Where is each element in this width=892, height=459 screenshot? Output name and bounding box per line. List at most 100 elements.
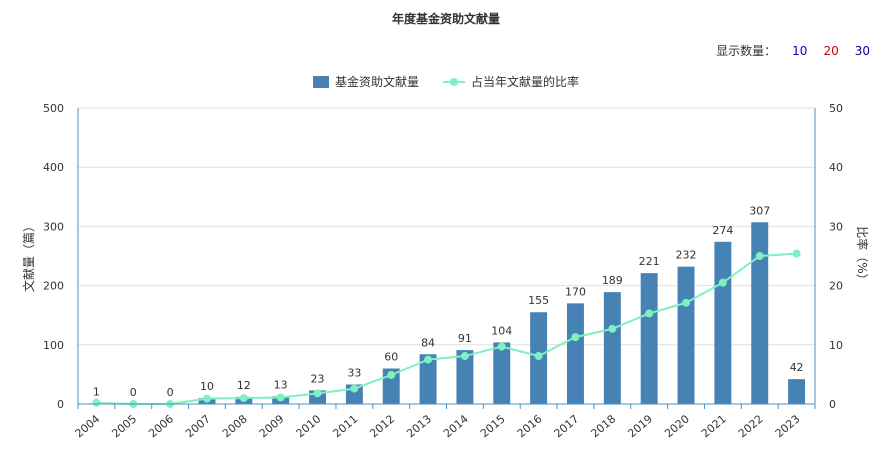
y-left-axis-title: 文献量（篇） (21, 220, 36, 292)
x-tick-label: 2011 (330, 412, 360, 440)
ratio-point (387, 370, 396, 379)
y-left-tick-label: 0 (57, 398, 64, 411)
ratio-point (645, 309, 654, 318)
bar-value-label: 33 (347, 366, 361, 379)
bar (640, 273, 658, 404)
legend-item-bar[interactable]: 基金资助文献量 (312, 73, 419, 90)
ratio-point (682, 298, 691, 307)
ratio-point (276, 393, 285, 402)
x-tick-label: 2005 (109, 412, 139, 440)
x-tick-label: 2021 (699, 412, 729, 440)
bar-value-label: 232 (676, 249, 697, 262)
bar (456, 350, 474, 404)
grid-lines (78, 107, 815, 346)
ratio-point (313, 389, 322, 398)
y-right-tick-label: 10 (829, 339, 843, 352)
bar (751, 222, 769, 404)
x-tick-label: 2014 (441, 412, 471, 440)
bar-value-label: 42 (790, 361, 804, 374)
y-right-tick-label: 40 (829, 161, 843, 174)
ratio-line (96, 252, 797, 405)
display-count-option-10[interactable]: 10 (792, 43, 808, 58)
ratio-point (497, 342, 506, 351)
bar-value-label: 1 (93, 385, 100, 398)
legend-item-line[interactable]: 占当年文献量的比率 (443, 73, 579, 90)
x-tick-label: 2007 (183, 412, 213, 440)
x-tick-label: 2020 (662, 412, 692, 440)
ratio-point (792, 249, 801, 258)
display-count-option-20[interactable]: 20 (823, 43, 839, 58)
y-left-tick-label: 200 (43, 280, 64, 293)
bar (788, 379, 806, 404)
ratio-point (608, 324, 617, 333)
x-tick-label: 2013 (404, 412, 434, 440)
x-tick-label: 2023 (773, 412, 803, 440)
bar (493, 342, 511, 404)
x-tick-label: 2018 (588, 412, 618, 440)
y-left-tick-label: 300 (43, 220, 64, 233)
bar-value-label: 60 (384, 350, 398, 363)
bar-value-label: 104 (491, 324, 512, 337)
line-series (92, 249, 801, 408)
y-right-tick-label: 50 (829, 102, 843, 115)
bar-value-label: 0 (130, 386, 137, 399)
y-left-tick-label: 400 (43, 161, 64, 174)
x-tick-label: 2004 (73, 412, 103, 440)
legend-line-swatch (443, 77, 465, 86)
x-tick-label: 2015 (478, 412, 508, 440)
x-tick-label: 2022 (736, 412, 766, 440)
bar (714, 241, 732, 404)
ratio-point (202, 394, 211, 403)
bar-value-label: 0 (167, 386, 174, 399)
x-tick-label: 2009 (257, 412, 287, 440)
chart-title: 年度基金资助文献量 (391, 12, 500, 26)
bar-value-label: 307 (749, 204, 770, 217)
bar (566, 303, 584, 404)
bar-value-label: 221 (639, 255, 660, 268)
display-count-label: 显示数量： (716, 44, 777, 58)
ratio-point (239, 394, 248, 403)
y-right-axis-title: 比率（%） (855, 226, 870, 285)
ratio-point (534, 352, 543, 361)
ratio-point (460, 352, 469, 361)
chart-legend: 基金资助文献量 占当年文献量的比率 (0, 73, 892, 90)
bar-value-label: 12 (237, 379, 251, 392)
x-tick-label: 2017 (552, 412, 582, 440)
y-left-tick-label: 500 (43, 102, 64, 115)
bar-value-label: 13 (274, 378, 288, 391)
legend-line-label: 占当年文献量的比率 (471, 75, 580, 89)
bar-series (87, 222, 806, 404)
x-tick-label: 2008 (220, 412, 250, 440)
ratio-point (350, 384, 359, 393)
x-tick-label: 2019 (625, 412, 655, 440)
bar (603, 292, 621, 404)
ratio-point (571, 333, 580, 342)
bar-value-label: 84 (421, 336, 435, 349)
bar-value-label: 189 (602, 274, 623, 287)
bar-value-label: 10 (200, 380, 214, 393)
x-tick-label: 2012 (367, 412, 397, 440)
display-count-option-30[interactable]: 30 (854, 43, 870, 58)
ratio-point (755, 252, 764, 260)
bar-value-label: 91 (458, 332, 472, 345)
ratio-point (424, 355, 433, 364)
y-left-tick-label: 100 (43, 339, 64, 352)
bar-value-label: 23 (311, 372, 325, 385)
bar (419, 354, 437, 404)
ratio-point (718, 278, 727, 287)
bar-value-label: 155 (528, 294, 549, 307)
display-count-selector: 显示数量： 10 20 30 (716, 42, 870, 59)
bar-value-label: 170 (565, 285, 586, 298)
bar (677, 266, 695, 404)
legend-bar-label: 基金资助文献量 (334, 75, 419, 89)
x-tick-label: 2006 (146, 412, 176, 440)
legend-bar-swatch (312, 75, 329, 88)
y-right-tick-label: 30 (829, 220, 843, 233)
y-right-tick-label: 0 (829, 398, 836, 411)
bar-value-label: 274 (712, 224, 733, 237)
x-tick-label: 2016 (515, 412, 545, 440)
x-tick-label: 2010 (294, 412, 324, 440)
